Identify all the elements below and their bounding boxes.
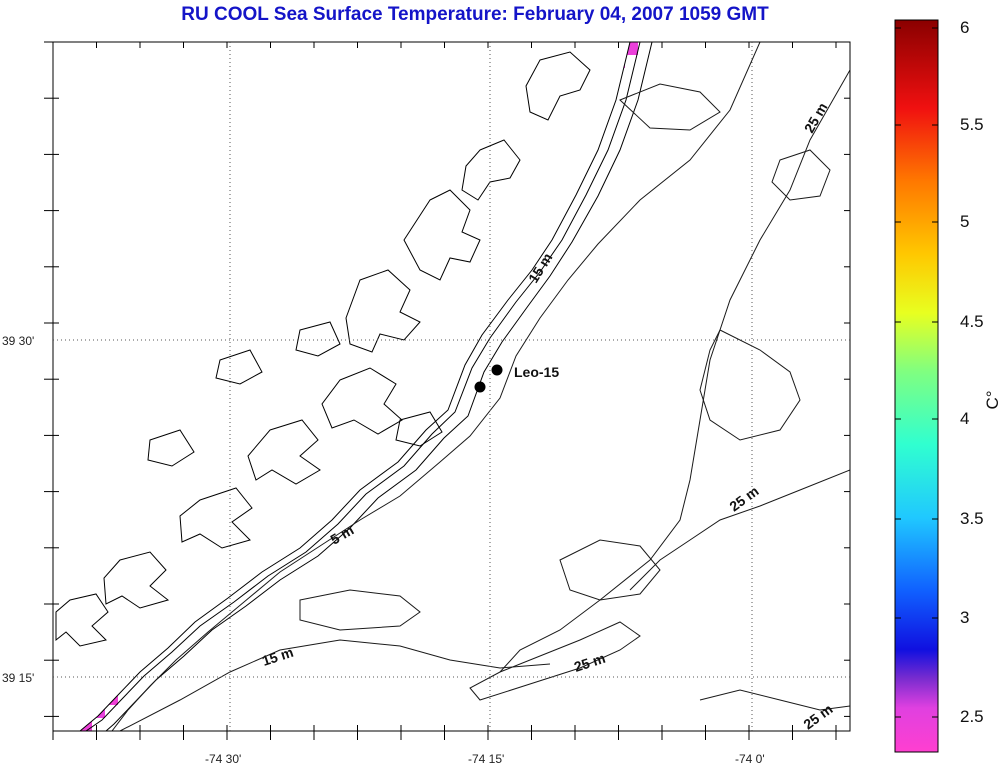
contour-deep-1 bbox=[699, 329, 801, 441]
colorbar-tick-4: 4 bbox=[960, 409, 969, 428]
colorbar-tick-2-5: 2.5 bbox=[960, 707, 984, 726]
contour-deep-2 bbox=[559, 539, 661, 601]
land-area bbox=[53, 42, 631, 731]
contour-5m bbox=[105, 42, 653, 731]
lon-label-74-0: -74 0' bbox=[735, 752, 765, 766]
colorbar-tick-3: 3 bbox=[960, 608, 969, 627]
lat-label-39-30: 39 30' bbox=[2, 334, 34, 348]
leo15-node-b[interactable] bbox=[474, 381, 486, 393]
colorbar-tick-3-5: 3.5 bbox=[960, 509, 984, 528]
colorbar-ticks bbox=[895, 27, 938, 718]
lat-label-39-15: 39 15' bbox=[2, 671, 34, 685]
colorbar: 6 5.5 5 4.5 4 3.5 3 2.5 C° bbox=[894, 18, 1002, 753]
contour-deep-4 bbox=[619, 83, 721, 131]
contour-15m-south bbox=[119, 639, 551, 731]
contour-deep-3 bbox=[299, 589, 421, 631]
colorbar-unit-label: C° bbox=[983, 390, 1002, 409]
map-title: RU COOL Sea Surface Temperature: Februar… bbox=[181, 4, 769, 25]
colorbar-tick-5: 5 bbox=[960, 212, 969, 231]
bathymetry-contours bbox=[111, 42, 850, 731]
marsh-detail bbox=[55, 51, 591, 647]
contour-15m-north bbox=[111, 42, 761, 731]
contour-25m-d bbox=[699, 689, 850, 711]
contour-25m-a bbox=[499, 69, 850, 673]
leo15-node-a[interactable] bbox=[491, 364, 503, 376]
axis-ticks bbox=[44, 41, 850, 740]
lon-label-74-30: -74 30' bbox=[205, 752, 241, 766]
leo15-label: Leo-15 bbox=[514, 364, 559, 380]
colorbar-tick-4-5: 4.5 bbox=[960, 312, 984, 331]
contour-deep-5 bbox=[771, 149, 831, 201]
plot-frame bbox=[52, 41, 851, 732]
colorbar-tick-6: 6 bbox=[960, 18, 969, 37]
contour-25m-b bbox=[629, 469, 850, 591]
colorbar-gradient bbox=[894, 19, 939, 753]
lon-label-74-15: -74 15' bbox=[468, 752, 504, 766]
coastline-outer bbox=[85, 42, 641, 731]
colorbar-tick-5-5: 5.5 bbox=[960, 115, 984, 134]
graticule bbox=[53, 42, 850, 731]
